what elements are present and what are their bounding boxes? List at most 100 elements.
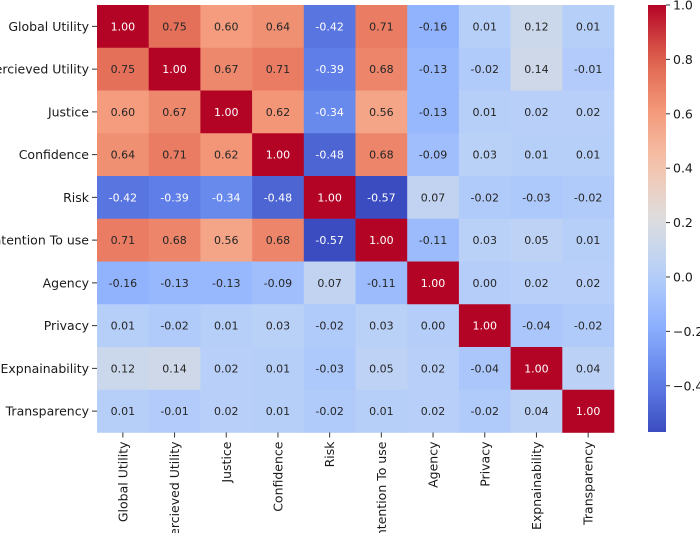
cell-value-label: 0.01 (576, 149, 601, 162)
heatmap-cell (510, 261, 563, 305)
colorbar-tick-label: 0.4 (673, 161, 693, 176)
cell-value-label: 0.01 (524, 149, 549, 162)
heatmap-cell (200, 133, 253, 177)
heatmap-cell (303, 5, 356, 49)
cell-value-label: -0.42 (109, 191, 137, 204)
cell-value-label: -0.04 (471, 362, 499, 375)
heatmap-cell (252, 133, 305, 177)
heatmap-cell (97, 389, 149, 433)
cell-value-label: 0.00 (421, 320, 446, 333)
cell-value-label: 0.01 (369, 405, 394, 418)
cell-value-label: 0.03 (266, 320, 291, 333)
cell-value-label: 0.01 (111, 320, 136, 333)
cell-value-label: -0.03 (522, 191, 550, 204)
x-tick-label: Justice (219, 441, 234, 483)
y-tick-label: Transparency (5, 404, 90, 419)
y-tick-label: Justice (47, 104, 89, 119)
heatmap-cell (303, 176, 356, 220)
cell-value-label: 0.00 (473, 277, 498, 290)
cell-value-label: -0.16 (419, 20, 447, 33)
heatmap-cell (355, 261, 408, 305)
x-tick-label: Transparency (581, 441, 596, 526)
y-tick-label: Intention To use (0, 233, 89, 248)
cell-value-label: 0.68 (369, 149, 394, 162)
cell-value-label: 0.56 (369, 106, 394, 119)
heatmap-cell (407, 218, 460, 262)
heatmap-cell (303, 347, 356, 391)
heatmap-cell (200, 304, 253, 348)
heatmap-cell (97, 90, 149, 134)
cell-value-label: 0.71 (111, 234, 136, 247)
heatmap-cell (97, 176, 149, 220)
heatmap-cell (97, 47, 149, 91)
heatmap-cell (303, 133, 356, 177)
cell-value-label: 0.68 (266, 234, 291, 247)
cell-value-label: 1.00 (266, 149, 291, 162)
cell-value-label: -0.34 (315, 106, 343, 119)
cell-value-label: -0.39 (315, 63, 343, 76)
cell-value-label: 0.04 (576, 362, 601, 375)
heatmap-cell (458, 304, 511, 348)
heatmap-cell (252, 47, 305, 91)
cell-value-label: 0.01 (214, 320, 239, 333)
heatmap-cell (562, 5, 615, 49)
heatmap-cell (510, 47, 563, 91)
cell-value-label: 1.00 (214, 106, 239, 119)
heatmap-cell (562, 261, 615, 305)
heatmap-cells: 1.00 0.75 0.60 0.64 -0.42 0.71 -0.16 0.01 0.12 0.… (97, 5, 615, 433)
heatmap-cell (562, 176, 615, 220)
heatmap-cell (407, 90, 460, 134)
cell-value-label: 0.04 (524, 405, 549, 418)
cell-value-label: -0.11 (419, 234, 447, 247)
heatmap-cell (510, 389, 563, 433)
cell-value-label: -0.39 (160, 191, 188, 204)
heatmap-cell (148, 389, 201, 433)
y-tick-label: Agency (43, 275, 90, 290)
cell-value-label: -0.02 (315, 405, 343, 418)
cell-value-label: 0.01 (266, 405, 291, 418)
cell-value-label: 0.03 (473, 234, 498, 247)
heatmap-cell (148, 347, 201, 391)
heatmap-cell (200, 218, 253, 262)
heatmap-cell (407, 47, 460, 91)
cell-value-label: 0.01 (473, 106, 498, 119)
heatmap-cell (200, 176, 253, 220)
cell-value-label: 0.68 (369, 63, 394, 76)
heatmap-cell (97, 347, 149, 391)
heatmap-cell (458, 133, 511, 177)
y-tick-label: Risk (63, 190, 90, 205)
y-axis-labels: Global Utility Percieved Utility Justice Co… (0, 19, 97, 419)
heatmap-cell (510, 90, 563, 134)
heatmap-cell (97, 218, 149, 262)
cell-value-label: 0.02 (421, 362, 446, 375)
colorbar-ticks: 1.0 0.8 0.6 0.4 0.2 0.0 −0.2 −0.4 (666, 0, 700, 393)
cell-value-label: 0.01 (576, 20, 601, 33)
cell-value-label: -0.57 (367, 191, 395, 204)
cell-value-label: 0.07 (317, 277, 342, 290)
cell-value-label: 0.60 (214, 20, 239, 33)
cell-value-label: -0.02 (471, 63, 499, 76)
heatmap-cell (200, 5, 253, 49)
cell-value-label: -0.42 (315, 20, 343, 33)
heatmap-cell (200, 389, 253, 433)
x-tick-label: Agency (426, 441, 441, 488)
heatmap-cell (97, 133, 149, 177)
heatmap-cell (562, 389, 615, 433)
heatmap-cell (303, 389, 356, 433)
heatmap-cell (200, 347, 253, 391)
cell-value-label: -0.13 (419, 63, 447, 76)
heatmap-cell (97, 5, 149, 49)
cell-value-label: 0.02 (576, 106, 601, 119)
cell-value-label: 0.02 (576, 277, 601, 290)
cell-value-label: -0.16 (109, 277, 137, 290)
heatmap-cell (407, 347, 460, 391)
cell-value-label: 0.07 (421, 191, 446, 204)
cell-value-label: 0.67 (162, 106, 187, 119)
heatmap-cell (303, 261, 356, 305)
heatmap-cell (148, 47, 201, 91)
heatmap-cell (407, 261, 460, 305)
heatmap-cell (148, 261, 201, 305)
heatmap-cell (458, 5, 511, 49)
cell-value-label: -0.04 (522, 320, 550, 333)
y-tick-label: Expnainability (0, 361, 89, 376)
